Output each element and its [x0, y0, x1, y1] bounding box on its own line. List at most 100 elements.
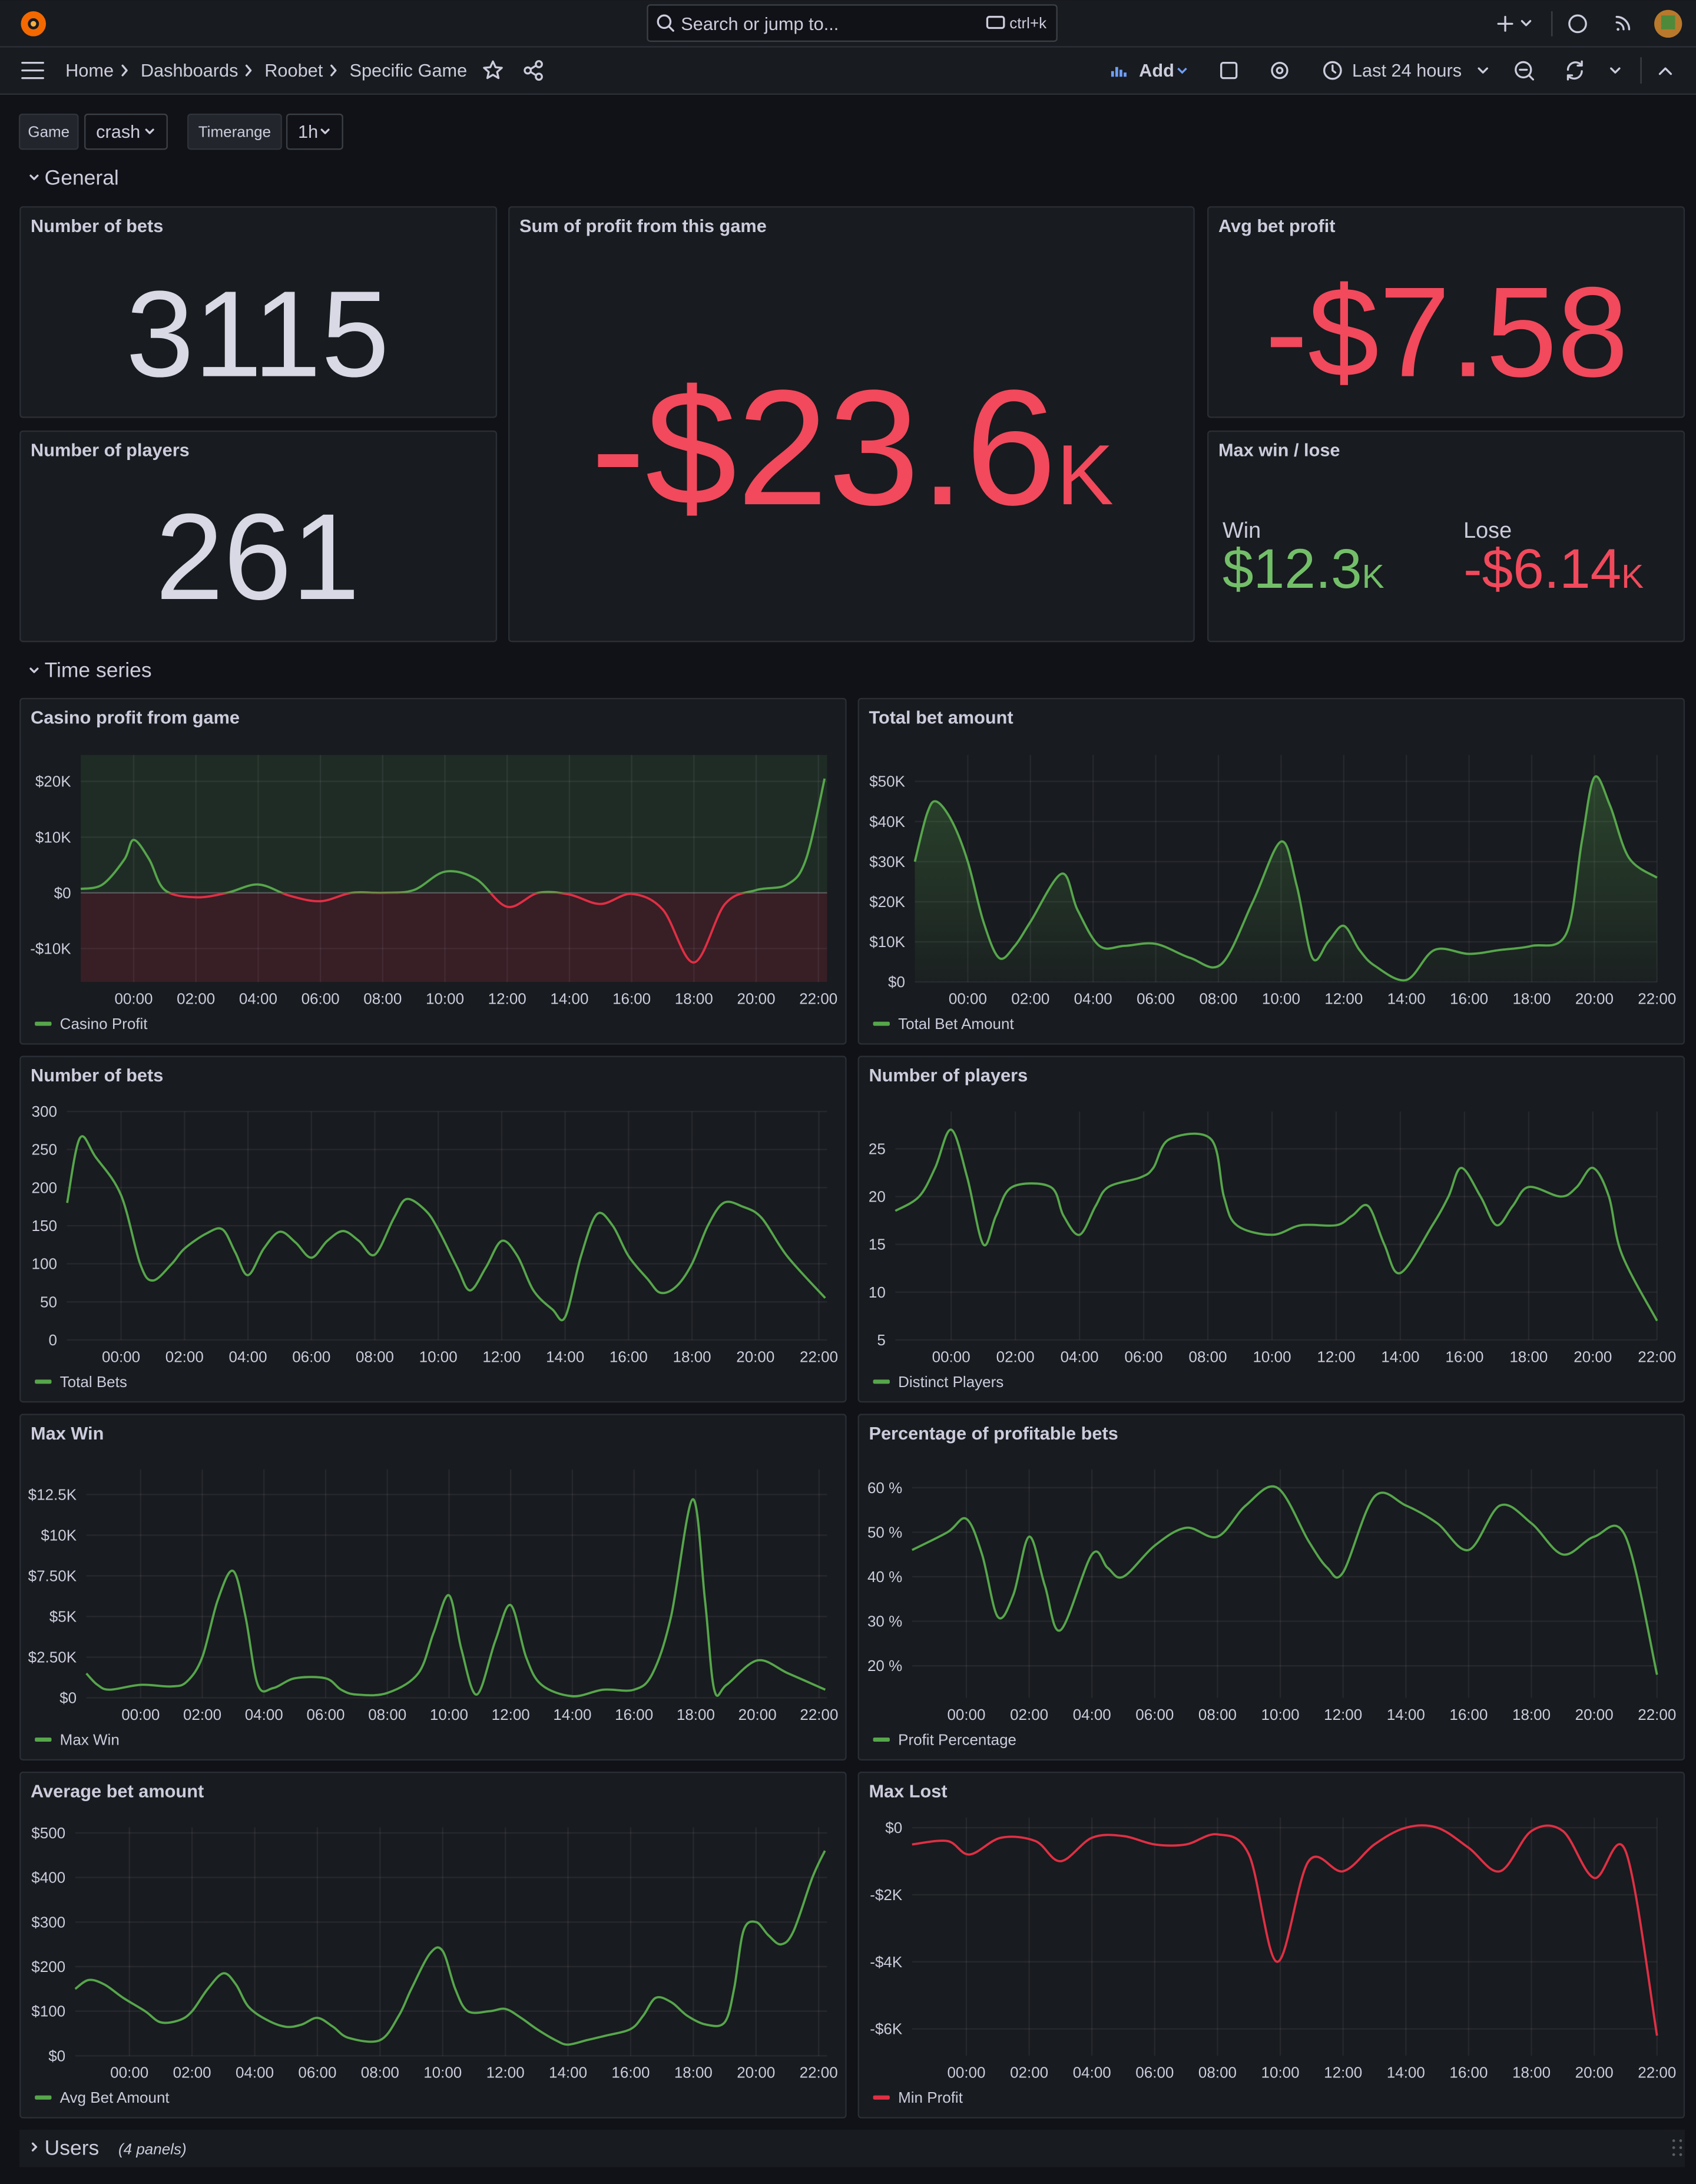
- search-box[interactable]: [647, 4, 1058, 42]
- x-tick-label: 22:00: [1638, 1706, 1676, 1723]
- legend-swatch: [35, 1737, 52, 1742]
- y-tick-label: $0: [48, 2047, 65, 2064]
- panel-title: Number of bets: [31, 1065, 163, 1086]
- variable-value: 1h: [298, 121, 318, 142]
- x-tick-label: 00:00: [949, 990, 987, 1008]
- x-tick-label: 10:00: [426, 990, 464, 1008]
- refresh-icon[interactable]: [1566, 60, 1583, 81]
- panel: [19, 697, 847, 1045]
- x-tick-label: 14:00: [550, 990, 588, 1008]
- settings-icon: [1276, 67, 1284, 74]
- x-tick-label: 20:00: [736, 1348, 774, 1365]
- x-tick-label: 20:00: [738, 1706, 777, 1723]
- threshold-region: [81, 892, 827, 982]
- row-chevron[interactable]: [29, 667, 39, 673]
- x-tick-label: 12:00: [1324, 990, 1363, 1008]
- time-range[interactable]: Last 24 hours: [1352, 60, 1462, 81]
- logo[interactable]: [21, 11, 47, 37]
- star-icon[interactable]: [483, 60, 503, 80]
- search-placeholder: Search or jump to...: [681, 14, 839, 34]
- x-tick-label: 06:00: [306, 1706, 344, 1723]
- y-tick-label: $200: [31, 1958, 65, 1975]
- breadcrumb-separator: [245, 64, 252, 77]
- x-tick-label: 06:00: [292, 1348, 330, 1365]
- chevron[interactable]: [1610, 67, 1621, 74]
- x-tick-label: 10:00: [1261, 2064, 1300, 2082]
- x-tick-label: 18:00: [1512, 2064, 1551, 2082]
- x-tick-label: 06:00: [1135, 1706, 1174, 1723]
- panel: [19, 1771, 847, 2119]
- x-tick-label: 16:00: [1450, 990, 1488, 1008]
- panel-title: Avg bet profit: [1218, 216, 1336, 236]
- variable-select[interactable]: [84, 113, 168, 150]
- x-tick-label: 22:00: [800, 1348, 838, 1365]
- y-tick-label: $12.5K: [28, 1485, 77, 1503]
- y-tick-label: 40 %: [867, 1568, 902, 1586]
- panel-title: Max win / lose: [1218, 439, 1340, 460]
- x-tick-label: 20:00: [1574, 1348, 1612, 1365]
- legend-label: Total Bet Amount: [898, 1015, 1014, 1033]
- panel-title: Percentage of profitable bets: [869, 1423, 1118, 1444]
- panel-title: Max Lost: [869, 1781, 947, 1801]
- y-tick-label: $100: [31, 2003, 65, 2020]
- variable-label: Timerange: [198, 123, 271, 141]
- menu-icon[interactable]: [21, 61, 44, 80]
- panel-title: Sum of profit from this game: [519, 216, 767, 236]
- x-tick-label: 14:00: [1387, 2064, 1425, 2082]
- drag-handle[interactable]: [1672, 2139, 1682, 2156]
- new-icon[interactable]: [1497, 15, 1532, 32]
- x-tick-label: 00:00: [932, 1348, 970, 1365]
- x-tick-label: 18:00: [675, 990, 713, 1008]
- breadcrumb[interactable]: Home: [65, 60, 114, 81]
- news-icon[interactable]: [1615, 15, 1631, 31]
- row-title[interactable]: Users: [45, 2136, 100, 2159]
- x-tick-label: 02:00: [996, 1348, 1035, 1365]
- help-icon[interactable]: [1568, 14, 1587, 34]
- breadcrumb[interactable]: Dashboards: [141, 60, 238, 81]
- stat-suffix: K: [1621, 558, 1644, 595]
- add-button[interactable]: Add: [1139, 60, 1174, 81]
- x-tick-label: 04:00: [1074, 990, 1112, 1008]
- stat-label: Lose: [1463, 518, 1512, 543]
- y-tick-label: -$10K: [30, 939, 71, 957]
- x-tick-label: 00:00: [110, 2064, 148, 2082]
- share-icon[interactable]: [524, 60, 543, 81]
- panel: [19, 206, 498, 418]
- stat-value: -$7.58: [1265, 261, 1628, 404]
- settings-icon[interactable]: [1271, 61, 1288, 80]
- x-tick-label: 04:00: [236, 2064, 274, 2082]
- row-title[interactable]: General: [45, 166, 119, 190]
- collapse-icon[interactable]: [1658, 67, 1672, 75]
- legend-label: Min Profit: [898, 2089, 963, 2106]
- x-tick-label: 18:00: [1512, 1706, 1551, 1723]
- collapsed-row[interactable]: [19, 2129, 1685, 2168]
- x-tick-label: 04:00: [245, 1706, 283, 1723]
- variable-label-box: [18, 113, 79, 150]
- breadcrumb[interactable]: Roobet: [264, 60, 323, 81]
- add-icon: [1111, 67, 1127, 77]
- x-tick-label: 06:00: [302, 990, 340, 1008]
- y-tick-label: $30K: [869, 853, 905, 871]
- legend-label: Max Win: [60, 1731, 120, 1749]
- panel-title: Casino profit from game: [31, 707, 240, 727]
- search-shortcut: ctrl+k: [1009, 14, 1047, 32]
- x-tick-label: 22:00: [1638, 2064, 1676, 2082]
- row-note: (4 panels): [118, 2140, 187, 2158]
- variable-select[interactable]: [286, 113, 343, 150]
- row-chevron[interactable]: [29, 174, 39, 180]
- zoom-out-icon[interactable]: [1515, 61, 1532, 79]
- legend-label: Total Bets: [60, 1373, 127, 1391]
- x-tick-label: 02:00: [1011, 990, 1049, 1008]
- y-tick-label: 25: [869, 1140, 886, 1157]
- legend-swatch: [873, 2095, 890, 2100]
- y-tick-label: $300: [31, 1913, 65, 1931]
- row-title[interactable]: Time series: [45, 658, 152, 682]
- x-tick-label: 08:00: [1198, 2064, 1237, 2082]
- panel: [19, 1414, 847, 1761]
- save-icon[interactable]: [1220, 61, 1238, 80]
- x-tick-label: 18:00: [673, 1348, 711, 1365]
- panel: [508, 206, 1195, 643]
- news-icon: [1616, 28, 1619, 31]
- panel: [857, 1055, 1685, 1403]
- chevron[interactable]: [1478, 67, 1488, 74]
